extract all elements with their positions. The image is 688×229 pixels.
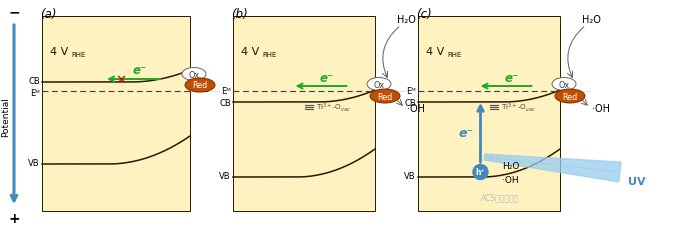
Text: RHE: RHE <box>71 52 85 58</box>
Text: Ti$^{3+}$-O$_{vac}$: Ti$^{3+}$-O$_{vac}$ <box>316 101 351 114</box>
Text: e⁻: e⁻ <box>320 71 334 84</box>
Text: +: + <box>8 211 20 225</box>
Text: Ox: Ox <box>374 80 385 89</box>
Text: VB: VB <box>28 159 40 168</box>
Text: H₂O: H₂O <box>502 162 520 171</box>
Text: Eᴹ: Eᴹ <box>222 86 231 95</box>
Ellipse shape <box>367 78 391 91</box>
Bar <box>418 17 560 211</box>
Text: VB: VB <box>219 172 231 181</box>
Text: ·OH: ·OH <box>502 176 519 185</box>
Circle shape <box>473 165 488 180</box>
Text: Red: Red <box>193 81 208 90</box>
Text: (b): (b) <box>231 8 248 21</box>
Text: Eᴹ: Eᴹ <box>406 86 416 95</box>
Text: Potential: Potential <box>1 97 10 136</box>
Text: H₂O: H₂O <box>397 15 416 25</box>
Text: CB: CB <box>405 99 416 108</box>
Text: 4 V: 4 V <box>241 47 259 57</box>
Text: Red: Red <box>378 92 393 101</box>
Ellipse shape <box>182 68 206 81</box>
Text: Red: Red <box>562 92 578 101</box>
Text: CB: CB <box>219 99 231 108</box>
Text: e⁻: e⁻ <box>505 71 519 84</box>
Text: ACS美国化学会: ACS美国化学会 <box>481 193 519 202</box>
Text: 4 V: 4 V <box>426 47 444 57</box>
Bar <box>42 17 190 211</box>
Text: h⁺: h⁺ <box>475 168 485 177</box>
Bar <box>233 17 375 211</box>
Ellipse shape <box>185 79 215 93</box>
Text: ·OH: ·OH <box>407 104 425 114</box>
Text: VB: VB <box>405 172 416 181</box>
Text: UV: UV <box>628 176 645 186</box>
Text: Eᴹ: Eᴹ <box>30 88 40 97</box>
Text: CB: CB <box>28 77 40 86</box>
Text: 4 V: 4 V <box>50 47 68 57</box>
Text: (a): (a) <box>40 8 56 21</box>
Text: (c): (c) <box>416 8 432 21</box>
Text: e⁻: e⁻ <box>458 126 473 139</box>
Polygon shape <box>484 154 621 182</box>
Text: −: − <box>8 5 20 19</box>
Text: RHE: RHE <box>262 52 277 58</box>
Text: RHE: RHE <box>447 52 462 58</box>
Text: Ti$^{3+}$-O$_{vac}$: Ti$^{3+}$-O$_{vac}$ <box>500 101 536 114</box>
Ellipse shape <box>552 78 576 91</box>
Ellipse shape <box>555 90 585 104</box>
Text: H₂O: H₂O <box>582 15 601 25</box>
Ellipse shape <box>370 90 400 104</box>
Text: Ox: Ox <box>559 80 570 89</box>
Text: ·OH: ·OH <box>592 104 610 114</box>
Text: Ox: Ox <box>189 70 200 79</box>
Text: e⁻: e⁻ <box>133 64 147 77</box>
Text: ✕: ✕ <box>115 73 127 86</box>
